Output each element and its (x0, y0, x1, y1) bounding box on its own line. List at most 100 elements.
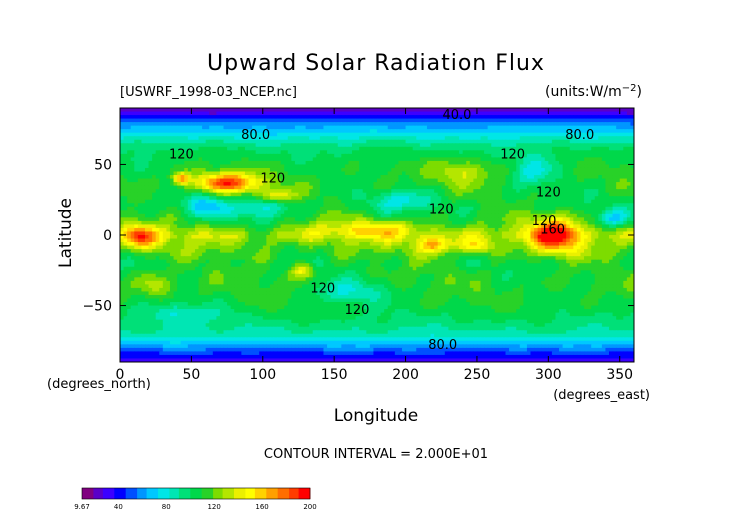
heatmap-cell (334, 139, 339, 144)
heatmap-cell (287, 171, 292, 176)
heatmap-cell (130, 178, 135, 183)
heatmap-cell (387, 224, 392, 229)
heatmap-cell (398, 164, 403, 169)
heatmap-cell (419, 220, 424, 226)
heatmap-cell (137, 143, 143, 148)
heatmap-cell (626, 164, 632, 169)
heatmap-cell (219, 224, 225, 229)
heatmap-cell (491, 224, 496, 229)
heatmap-cell (230, 146, 235, 151)
heatmap-cell (426, 175, 432, 180)
heatmap-cell (227, 108, 232, 113)
heatmap-cell (319, 167, 325, 173)
heatmap-cell (144, 111, 150, 116)
heatmap-cell (387, 150, 392, 155)
heatmap-cell (562, 185, 567, 190)
heatmap-cell (373, 185, 378, 190)
heatmap-cell (120, 146, 125, 151)
heatmap-cell (212, 139, 217, 144)
heatmap-cell (180, 203, 185, 208)
heatmap-cell (526, 185, 532, 190)
heatmap-cell (216, 227, 221, 233)
heatmap-cell (209, 136, 214, 141)
heatmap-cell (605, 178, 610, 183)
heatmap-cell (169, 150, 175, 155)
heatmap-cell (280, 203, 285, 208)
heatmap-cell (362, 160, 367, 166)
heatmap-cell (462, 132, 467, 137)
heatmap-cell (355, 196, 360, 201)
heatmap-cell (451, 143, 457, 148)
heatmap-cell (401, 143, 407, 148)
heatmap-cell (277, 157, 282, 162)
heatmap-cell (309, 111, 314, 116)
heatmap-cell (473, 153, 478, 158)
heatmap-cell (419, 192, 424, 197)
heatmap-cell (134, 143, 139, 148)
heatmap-cell (491, 125, 496, 130)
heatmap-cell (302, 210, 307, 215)
heatmap-cell (237, 210, 242, 215)
heatmap-cell (194, 157, 200, 162)
heatmap-cell (234, 182, 239, 187)
heatmap-cell (394, 143, 400, 148)
heatmap-cell (166, 108, 171, 113)
heatmap-cell (362, 192, 367, 197)
heatmap-cell (487, 160, 492, 166)
heatmap-cell (252, 189, 257, 194)
heatmap-cell (155, 220, 160, 226)
heatmap-cell (380, 217, 385, 222)
heatmap-cell (298, 129, 303, 134)
heatmap-cell (401, 132, 407, 137)
heatmap-cell (612, 129, 617, 134)
heatmap-cell (480, 122, 485, 127)
heatmap-cell (473, 129, 478, 134)
heatmap-cell (409, 206, 414, 211)
heatmap-cell (266, 210, 271, 215)
heatmap-cell (277, 175, 282, 180)
heatmap-cell (419, 150, 424, 155)
heatmap-cell (469, 108, 474, 113)
heatmap-cell (459, 160, 464, 166)
heatmap-cell (469, 199, 474, 204)
heatmap-cell (394, 217, 400, 222)
heatmap-cell (601, 189, 607, 194)
heatmap-cell (505, 153, 510, 158)
heatmap-cell (544, 220, 549, 226)
heatmap-cell (416, 199, 421, 204)
heatmap-cell (237, 203, 242, 208)
heatmap-cell (562, 175, 567, 180)
heatmap-cell (426, 150, 432, 155)
heatmap-cell (227, 129, 232, 134)
heatmap-cell (612, 108, 617, 113)
heatmap-cell (591, 139, 596, 144)
heatmap-cell (455, 185, 460, 190)
heatmap-cell (362, 224, 367, 229)
heatmap-cell (387, 196, 392, 201)
heatmap-cell (255, 206, 260, 211)
heatmap-cell (330, 185, 335, 190)
heatmap-cell (459, 167, 464, 173)
heatmap-cell (130, 108, 135, 113)
heatmap-cell (202, 199, 207, 204)
heatmap-cell (373, 153, 378, 158)
heatmap-cell (234, 129, 239, 134)
heatmap-cell (619, 171, 624, 176)
heatmap-cell (612, 143, 617, 148)
heatmap-cell (194, 185, 200, 190)
heatmap-cell (144, 125, 150, 130)
heatmap-cell (187, 189, 192, 194)
heatmap-cell (469, 178, 474, 183)
heatmap-cell (605, 157, 610, 162)
heatmap-cell (559, 178, 564, 183)
heatmap-cell (337, 111, 342, 116)
heatmap-cell (266, 189, 271, 194)
heatmap-cell (384, 224, 389, 229)
heatmap-cell (205, 199, 210, 204)
heatmap-cell (441, 224, 446, 229)
heatmap-cell (391, 115, 396, 120)
heatmap-cell (516, 157, 521, 162)
heatmap-cell (451, 118, 457, 123)
heatmap-cell (473, 108, 478, 113)
heatmap-cell (162, 125, 167, 130)
